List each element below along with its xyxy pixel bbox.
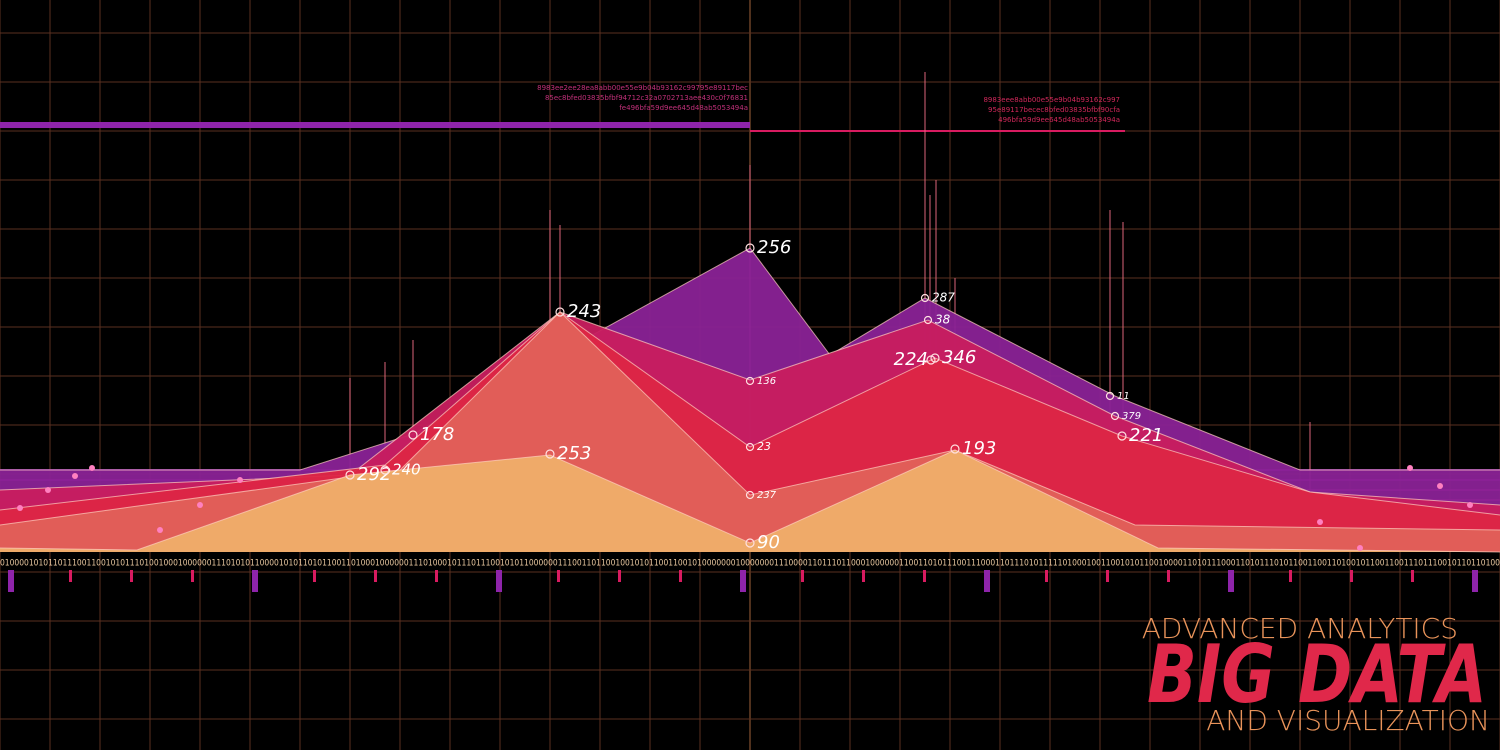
- dot: [1467, 502, 1473, 508]
- tick: [374, 570, 377, 582]
- value-label: 90: [757, 532, 780, 553]
- value-label: 292: [357, 464, 391, 485]
- label-marker: [950, 444, 960, 454]
- area-layer: [0, 450, 1500, 552]
- label-marker: [345, 470, 355, 480]
- labels: 256 243 178 292 240 253 90 193 224 346 287 38 136 23 2…: [345, 237, 1163, 553]
- tick: [1106, 570, 1109, 582]
- tick: [557, 570, 560, 582]
- hash-text: 8983ee2ee28ea8abb00e55e9b04b93162c99795e…: [537, 84, 1120, 124]
- label-marker: [745, 376, 755, 386]
- tick: [1045, 570, 1048, 582]
- tick: [923, 570, 926, 582]
- bar-left: [0, 122, 750, 128]
- tick: [191, 570, 194, 582]
- area-edge: [0, 311, 1500, 506]
- value-label: 346: [942, 347, 976, 368]
- dot: [157, 527, 163, 533]
- value-label: 240: [392, 461, 421, 479]
- tick: [801, 570, 804, 582]
- tick: [1350, 570, 1353, 582]
- dot: [1437, 483, 1443, 489]
- value-label: 224: [894, 349, 928, 370]
- value-label: 237: [757, 490, 777, 501]
- tick: [8, 570, 14, 592]
- label-marker: [923, 315, 933, 325]
- dot: [237, 477, 243, 483]
- label-marker: [408, 430, 418, 440]
- value-label: 136: [757, 376, 776, 387]
- tick: [740, 570, 746, 592]
- dot: [89, 465, 95, 471]
- value-label: 38: [935, 313, 951, 327]
- title-line3: AND VISUALIZATION: [1206, 704, 1490, 737]
- tick: [1411, 570, 1414, 582]
- dot: [197, 502, 203, 508]
- value-label: 243: [567, 301, 601, 322]
- value-label: 379: [1122, 411, 1141, 422]
- tick: [984, 570, 990, 592]
- tick: [618, 570, 621, 582]
- dot: [1357, 545, 1363, 551]
- tick: [1472, 570, 1478, 592]
- label-marker: [930, 353, 940, 363]
- value-label: 193: [962, 438, 996, 459]
- label-marker: [1105, 391, 1115, 401]
- label-marker: [1110, 411, 1120, 421]
- tick: [130, 570, 133, 582]
- value-label: 253: [557, 443, 591, 464]
- dot: [17, 505, 23, 511]
- hash-line: 95e89117becec8bfed03835bfbf90cfa: [988, 106, 1120, 114]
- tick: [435, 570, 438, 582]
- label-marker: [745, 490, 755, 500]
- ticks: [8, 570, 1478, 592]
- label-marker: [555, 307, 565, 317]
- title-line1: ADVANCED ANALYTICS: [1142, 612, 1458, 645]
- area-edge: [0, 311, 1500, 516]
- value-label: 256: [757, 237, 791, 258]
- hash-line: 8983eee8abb00e55e9b04b93162c997: [983, 96, 1120, 104]
- area-edge: [0, 449, 1500, 553]
- value-label: 287: [932, 291, 955, 305]
- dot: [45, 487, 51, 493]
- tick: [313, 570, 316, 582]
- hash-line: 8983ee2ee28ea8abb00e55e9b04b93162c99795e…: [537, 84, 748, 92]
- dot: [1407, 465, 1413, 471]
- value-label: 221: [1129, 425, 1163, 446]
- value-label: 11: [1117, 391, 1130, 402]
- label-marker: [920, 293, 930, 303]
- tick: [1289, 570, 1292, 582]
- hash-line: fe496bfa59d9ee645d48ab5053494a: [619, 104, 748, 112]
- tick: [496, 570, 502, 592]
- label-marker: [1117, 431, 1127, 441]
- layers: [0, 72, 1500, 553]
- tick: [1228, 570, 1234, 592]
- value-label: 178: [420, 424, 454, 445]
- label-marker: [545, 449, 555, 459]
- label-marker: [380, 465, 390, 475]
- label-marker: [745, 243, 755, 253]
- dot: [72, 473, 78, 479]
- label-marker: [745, 442, 755, 452]
- tick: [679, 570, 682, 582]
- tick: [862, 570, 865, 582]
- tick: [1167, 570, 1170, 582]
- label-marker: [745, 538, 755, 548]
- tick: [252, 570, 258, 592]
- hash-line: 85ec8bfed03835bfbf94712c32a0702713aee430…: [545, 94, 748, 102]
- value-label: 23: [757, 440, 771, 453]
- tick: [69, 570, 72, 582]
- binary-row: 0100001010110111001100101011101001000100…: [0, 559, 1500, 569]
- title-line2: BIG DATA: [1147, 628, 1487, 721]
- hash-line: 496bfa59d9ee645d48ab5053494a: [998, 116, 1120, 124]
- dot: [1317, 519, 1323, 525]
